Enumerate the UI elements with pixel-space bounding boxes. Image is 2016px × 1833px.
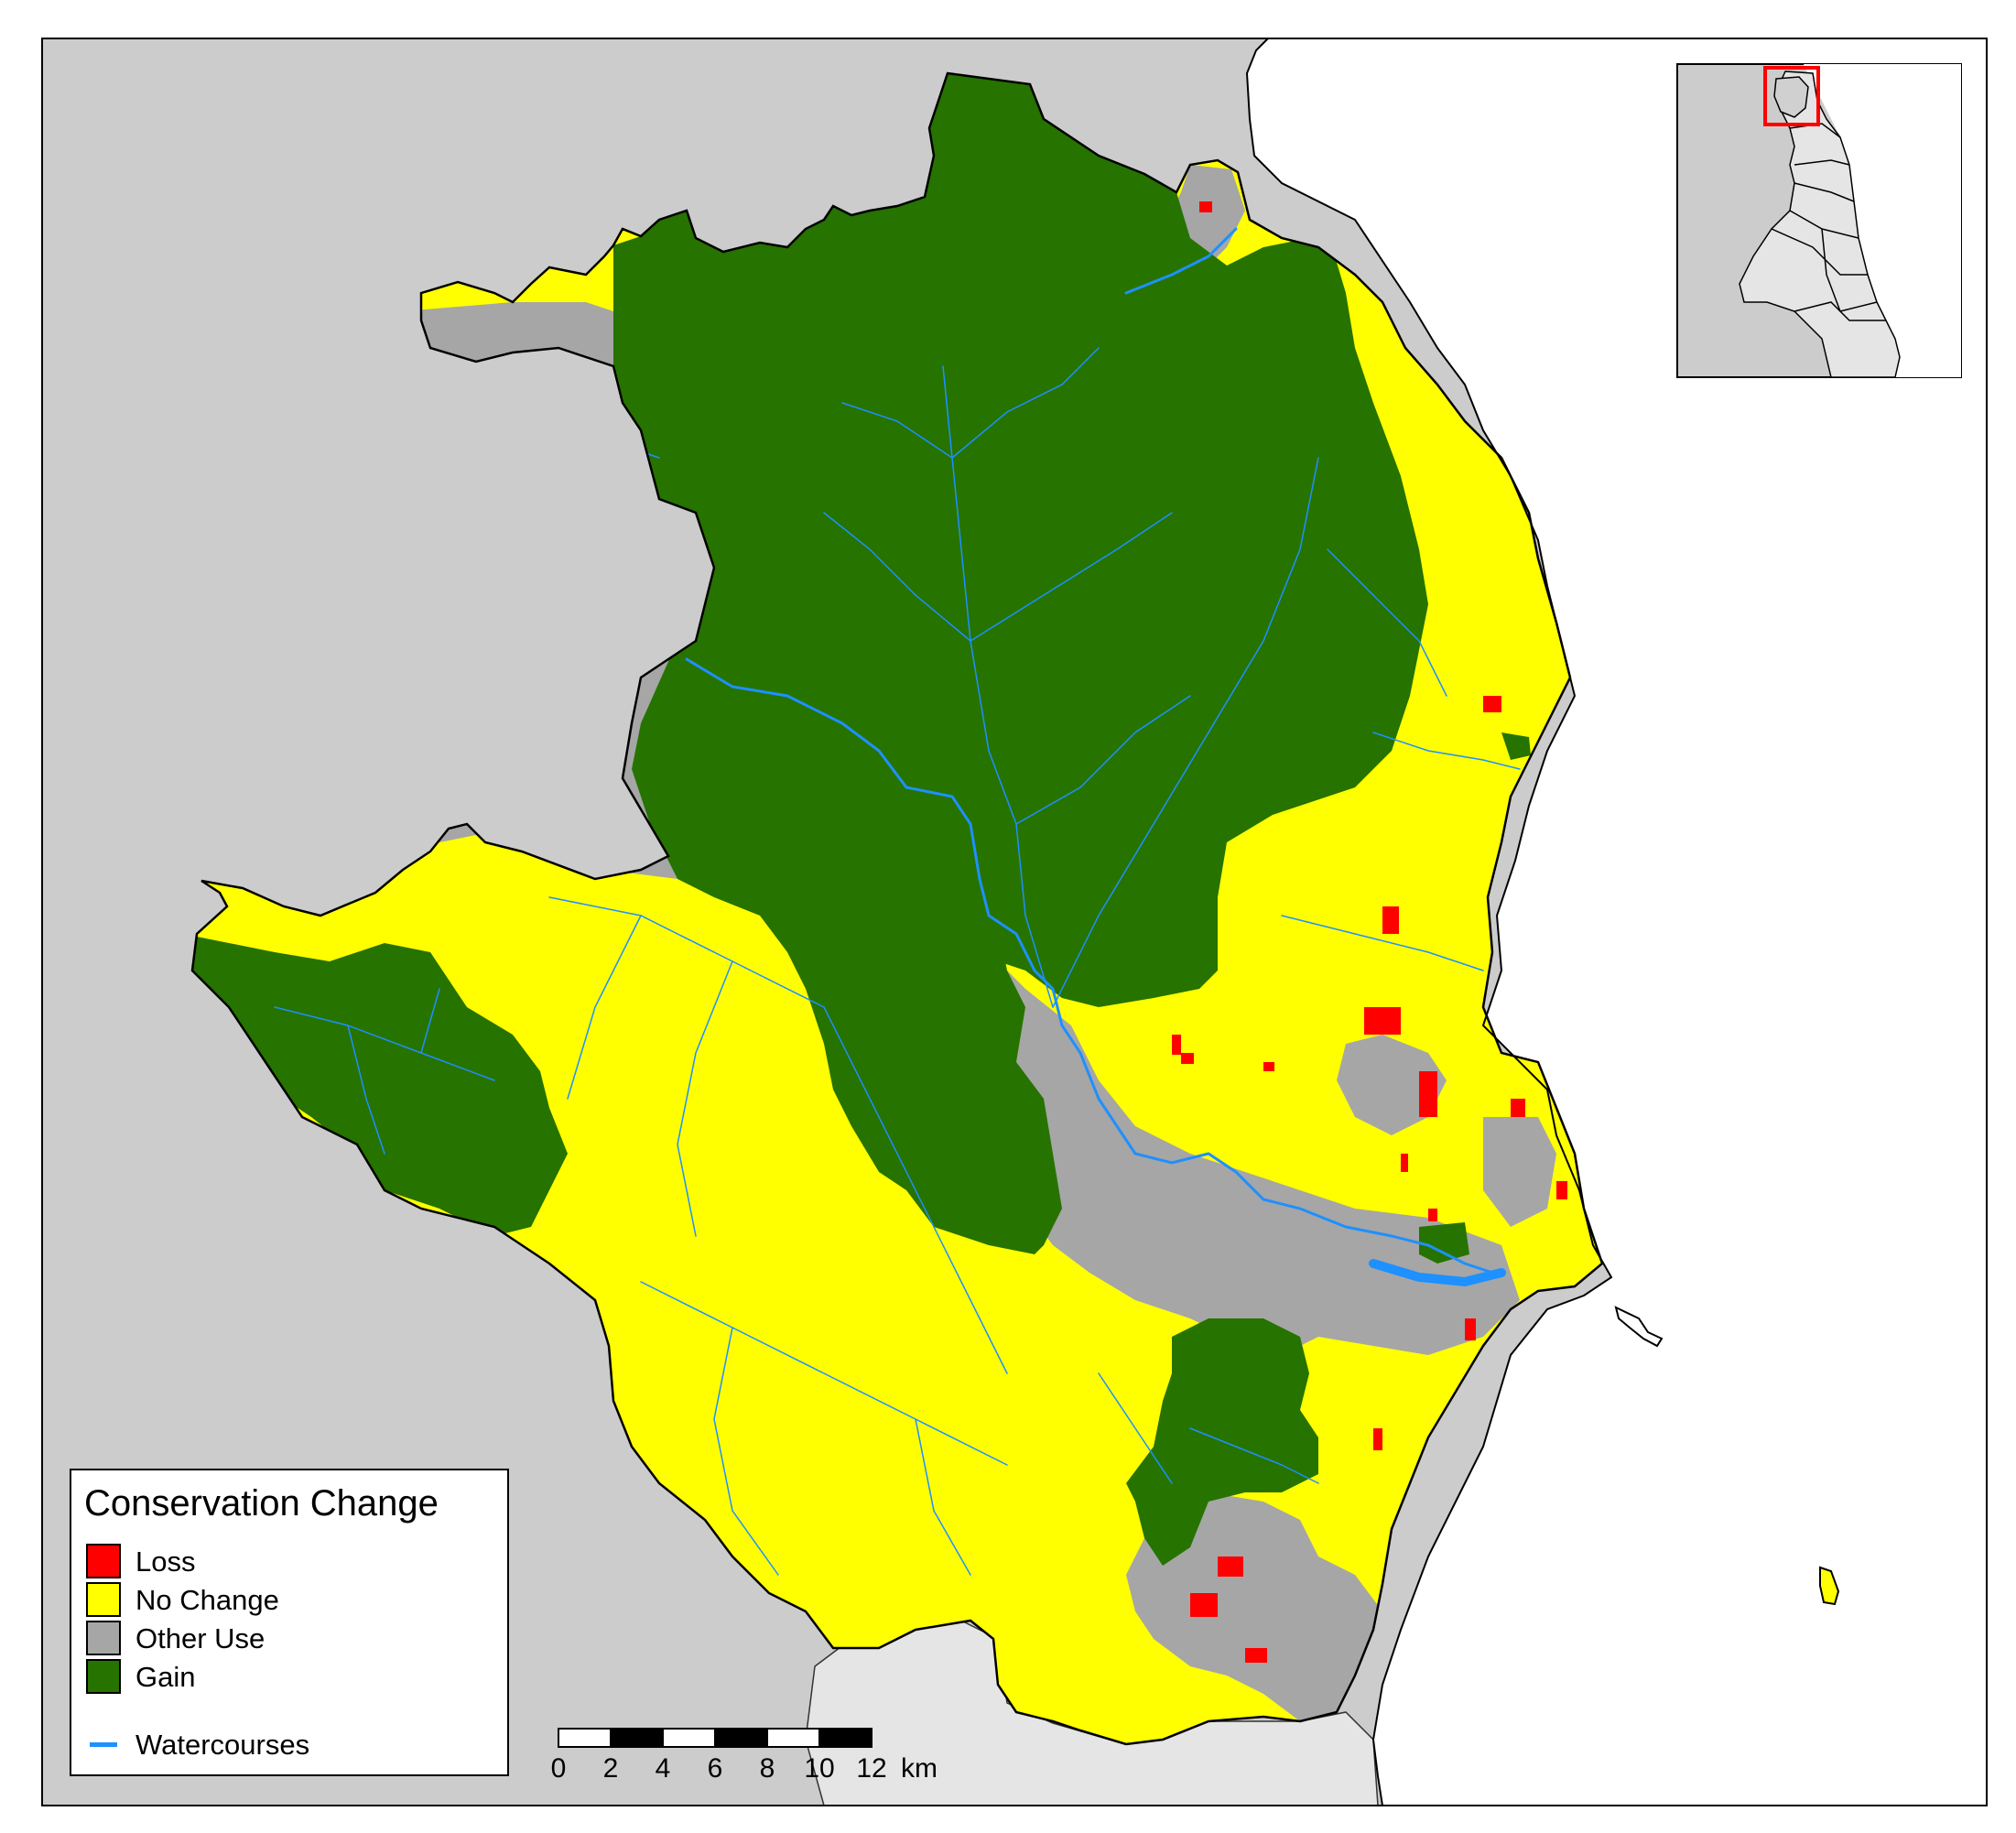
island [1614, 1306, 1664, 1348]
gain-west [192, 934, 568, 1236]
legend: Conservation Change Loss No Change Other… [70, 1469, 509, 1776]
other-use-river-corridor [980, 943, 1520, 1355]
other-use-swatch [86, 1621, 121, 1655]
watercourse-line-icon [90, 1742, 117, 1747]
watercourses-layer [274, 227, 1521, 1576]
sea [1247, 38, 1987, 1806]
scale-tick-label: 0 [550, 1753, 567, 1784]
gain-main [604, 73, 1428, 1007]
scale-tick-label: 4 [655, 1753, 671, 1784]
scale-tick-label: 6 [707, 1753, 723, 1784]
gain-small-east [1419, 1222, 1469, 1264]
inset-study-area [1773, 76, 1809, 118]
inset-map [1676, 63, 1962, 378]
inset-subregions [1771, 123, 1886, 321]
legend-label-other-use: Other Use [135, 1622, 266, 1654]
legend-title: Conservation Change [84, 1483, 439, 1524]
catchment-boundary [190, 71, 1604, 1746]
scale-bar [558, 1728, 873, 1748]
inset-highlight-box [1763, 66, 1820, 126]
inset-sea [1804, 64, 1961, 377]
other-use-coast [1483, 1117, 1556, 1227]
scale-tick-label: 8 [759, 1753, 775, 1784]
main-river [685, 657, 1494, 1274]
river-north [1124, 227, 1238, 295]
loss-swatch [86, 1544, 121, 1578]
gain-swatch [86, 1659, 121, 1694]
gain-small-coast [1501, 732, 1531, 760]
river-estuary [1369, 1259, 1506, 1287]
legend-label-no-change: No Change [135, 1584, 279, 1616]
loss-patches [1172, 201, 1567, 1663]
tributaries [274, 347, 1521, 1576]
coastline [1245, 38, 1613, 1806]
scale-unit-label: km [901, 1753, 938, 1784]
scale-tick-label: 12 [856, 1753, 887, 1784]
legend-label-gain: Gain [135, 1661, 196, 1693]
legend-label-watercourses: Watercourses [135, 1729, 310, 1761]
island-conservation [1819, 1566, 1840, 1606]
gain-south [1126, 1318, 1318, 1566]
legend-label-loss: Loss [135, 1546, 196, 1578]
gain-central [632, 641, 1062, 1254]
no-change-swatch [86, 1582, 121, 1617]
inset-region [1739, 70, 1901, 377]
scale-tick-label: 10 [804, 1753, 835, 1784]
scale-tick-label: 2 [602, 1753, 619, 1784]
map-frame [41, 38, 1988, 1806]
